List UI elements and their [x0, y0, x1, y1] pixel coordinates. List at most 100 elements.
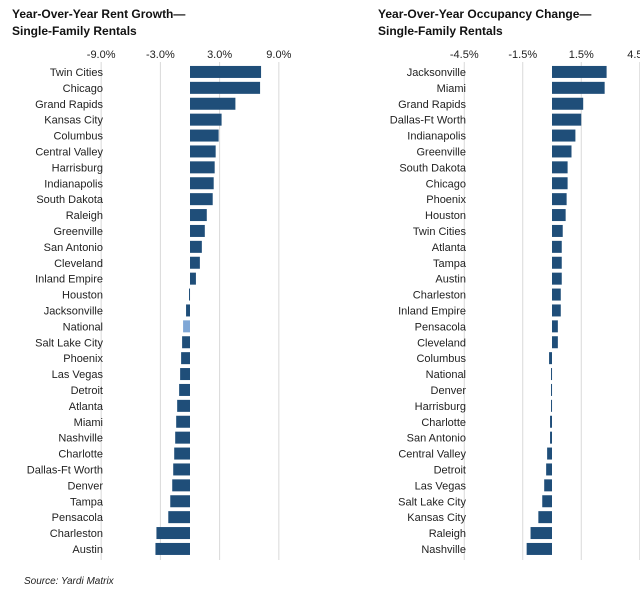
occupancy-bar-miami: [552, 81, 605, 94]
rent-category-label: Las Vegas: [52, 369, 104, 381]
occupancy-bar-cleveland: [552, 336, 558, 349]
rent-category-label: Indianapolis: [44, 178, 103, 190]
occupancy-bar-dallas-ft-worth: [552, 113, 582, 126]
occupancy-category-label: Central Valley: [398, 449, 466, 461]
rent-bar-central-valley: [190, 145, 216, 158]
occupancy-category-label: Jacksonville: [407, 67, 466, 79]
rent-bar-austin: [155, 542, 190, 555]
rent-category-label: Dallas-Ft Worth: [27, 464, 103, 476]
occupancy-tick-label: 4.5%: [627, 49, 640, 61]
occupancy-category-label: Denver: [431, 385, 467, 397]
occupancy-bar-phoenix: [552, 193, 567, 206]
occupancy-bar-raleigh: [530, 527, 552, 540]
occupancy-category-label: Nashville: [421, 544, 466, 556]
occupancy-tick-label: 1.5%: [569, 49, 594, 61]
occupancy-bar-salt-lake-city: [542, 495, 552, 508]
rent-tick-label: 3.0%: [207, 49, 232, 61]
occupancy-chart-title: Year-Over-Year Occupancy Change— Single-…: [378, 6, 591, 40]
occupancy-bar-austin: [552, 272, 562, 285]
occupancy-bar-grand-rapids: [552, 97, 584, 110]
occupancy-category-label: Houston: [425, 210, 466, 222]
rent-category-label: Kansas City: [44, 115, 103, 127]
occupancy-category-label: San Antonio: [407, 433, 466, 445]
occupancy-category-label: Charlotte: [421, 417, 466, 429]
rent-category-label: Harrisburg: [52, 162, 103, 174]
rent-category-label: Charleston: [50, 528, 103, 540]
rent-bar-phoenix: [181, 352, 190, 365]
occupancy-bar-national: [551, 368, 553, 381]
occupancy-category-label: Pensacola: [415, 321, 467, 333]
occupancy-bar-central-valley: [547, 447, 552, 460]
occupancy-bar-kansas-city: [538, 511, 552, 524]
occupancy-bar-nashville: [526, 542, 552, 555]
occupancy-category-label: Austin: [435, 274, 466, 286]
occupancy-category-label: Miami: [437, 83, 466, 95]
rent-category-label: San Antonio: [44, 242, 103, 254]
occupancy-category-label: Indianapolis: [407, 131, 466, 143]
occupancy-category-label: Charleston: [413, 290, 466, 302]
occupancy-bar-inland-empire: [552, 304, 561, 317]
rent-category-label: Tampa: [70, 496, 104, 508]
occupancy-bar-tampa: [552, 256, 562, 269]
rent-bar-nashville: [175, 431, 190, 444]
rent-growth-chart-title: Year-Over-Year Rent Growth— Single-Famil…: [12, 6, 185, 40]
rent-category-label: Denver: [68, 480, 104, 492]
rent-bar-inland-empire: [190, 272, 196, 285]
occupancy-category-label: Columbus: [416, 353, 466, 365]
rent-tick-label: -3.0%: [146, 49, 175, 61]
occupancy-bar-harrisburg: [551, 399, 553, 412]
occupancy-category-label: Greenville: [416, 146, 466, 158]
rent-bar-cleveland: [190, 256, 200, 269]
rent-bar-pensacola: [168, 511, 190, 524]
rent-category-label: Grand Rapids: [35, 99, 103, 111]
rent-growth-title-line1: Year-Over-Year Rent Growth—: [12, 7, 186, 21]
occupancy-category-label: Detroit: [434, 464, 466, 476]
rent-category-label: Atlanta: [69, 401, 104, 413]
rent-category-label: Columbus: [53, 131, 103, 143]
rent-bar-miami: [176, 415, 190, 428]
rent-bar-columbus: [190, 129, 219, 142]
occupancy-bar-charleston: [552, 288, 561, 301]
occupancy-bar-houston: [552, 209, 566, 222]
rent-category-label: Pensacola: [52, 512, 104, 524]
occupancy-bar-indianapolis: [552, 129, 576, 142]
rent-bar-chicago: [190, 81, 261, 94]
rent-category-label: Charlotte: [58, 449, 103, 461]
occupancy-category-label: Grand Rapids: [398, 99, 466, 111]
occupancy-category-label: Dallas-Ft Worth: [390, 115, 466, 127]
rent-category-label: Raleigh: [66, 210, 103, 222]
rent-category-label: Greenville: [53, 226, 103, 238]
rent-bar-grand-rapids: [190, 97, 236, 110]
rent-category-label: Miami: [74, 417, 103, 429]
rent-category-label: National: [63, 321, 103, 333]
occupancy-bar-jacksonville: [552, 65, 607, 78]
occupancy-bar-south-dakota: [552, 161, 568, 174]
occupancy-category-label: South Dakota: [399, 162, 467, 174]
rent-bar-dallas-ft-worth: [173, 463, 190, 476]
rent-category-label: Nashville: [58, 433, 103, 445]
occupancy-category-label: Kansas City: [407, 512, 466, 524]
occupancy-bar-detroit: [546, 463, 552, 476]
occupancy-bar-denver: [551, 383, 553, 396]
rent-bar-jacksonville: [186, 304, 190, 317]
rent-bar-kansas-city: [190, 113, 222, 126]
occupancy-category-label: Las Vegas: [415, 480, 467, 492]
rent-bar-raleigh: [190, 209, 207, 222]
occupancy-bar-twin-cities: [552, 224, 563, 237]
rent-bar-harrisburg: [190, 161, 215, 174]
rent-bar-denver: [172, 479, 190, 492]
occupancy-tick-label: -4.5%: [450, 49, 479, 61]
rent-category-label: Houston: [62, 290, 103, 302]
rent-growth-title-line2: Single-Family Rentals: [12, 24, 137, 38]
occupancy-category-label: Twin Cities: [413, 226, 467, 238]
occupancy-category-label: National: [426, 369, 466, 381]
rent-category-label: Detroit: [71, 385, 103, 397]
rent-bar-charleston: [156, 527, 190, 540]
occupancy-bar-greenville: [552, 145, 572, 158]
rent-category-label: Phoenix: [63, 353, 103, 365]
rent-bar-charlotte: [174, 447, 190, 460]
rent-bar-salt-lake-city: [182, 336, 190, 349]
rent-bar-las-vegas: [180, 368, 190, 381]
rent-category-label: Salt Lake City: [35, 337, 103, 349]
